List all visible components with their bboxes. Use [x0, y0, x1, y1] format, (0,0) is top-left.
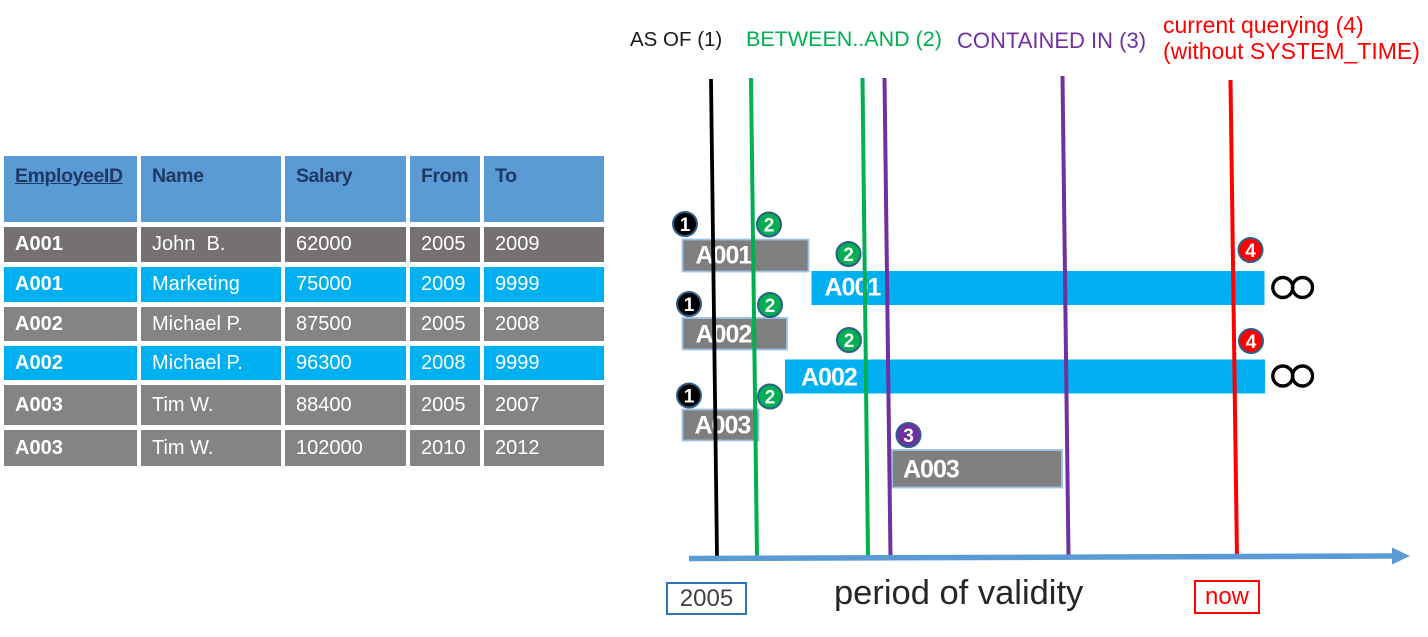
- svg-text:3: 3: [903, 426, 914, 447]
- svg-text:A003: A003: [695, 412, 751, 440]
- svg-text:1: 1: [684, 387, 695, 408]
- svg-text:4: 4: [1246, 332, 1257, 353]
- svg-text:4: 4: [1245, 241, 1256, 262]
- svg-text:2: 2: [843, 245, 854, 266]
- svg-text:A002: A002: [696, 321, 752, 349]
- svg-text:1: 1: [680, 215, 691, 236]
- svg-text:A003: A003: [903, 456, 959, 484]
- svg-text:2: 2: [844, 331, 855, 352]
- svg-text:A002: A002: [801, 364, 857, 392]
- svg-text:A001: A001: [696, 242, 753, 270]
- svg-text:2: 2: [764, 216, 775, 237]
- svg-text:2: 2: [765, 296, 776, 317]
- svg-text:2: 2: [765, 388, 776, 409]
- svg-text:A001: A001: [825, 274, 882, 302]
- svg-text:1: 1: [684, 295, 695, 316]
